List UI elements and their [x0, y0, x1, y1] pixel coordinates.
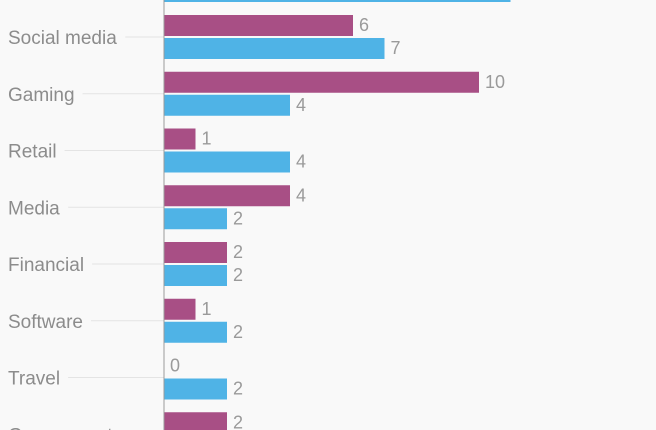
category-label-backdrop [6, 368, 69, 390]
bar [164, 15, 353, 36]
bar [164, 38, 385, 59]
category-label-backdrop [6, 311, 91, 333]
value-label: 2 [233, 379, 243, 399]
category-label-backdrop [6, 28, 126, 49]
value-label: 1 [202, 299, 212, 319]
value-label: 7 [391, 38, 401, 58]
value-label: 2 [233, 322, 243, 342]
category-label-backdrop [6, 84, 83, 106]
value-label: 10 [485, 72, 505, 92]
value-label: 2 [233, 265, 243, 285]
labels: Social media67Gaming104Retail14Media42Fi… [6, 15, 505, 430]
category-label: Financial [8, 255, 84, 276]
category-label: Media [8, 198, 60, 219]
bar [164, 321, 227, 343]
value-label: 2 [233, 412, 243, 430]
bar [164, 94, 290, 116]
category-label: Gaming [8, 85, 75, 106]
category-label: Social media [8, 28, 117, 49]
bar [164, 265, 227, 286]
category-label-backdrop [6, 141, 65, 163]
value-label: 0 [170, 356, 180, 376]
bar [164, 412, 227, 430]
category-label-backdrop [6, 198, 69, 220]
value-label: 2 [233, 242, 243, 262]
bar [164, 128, 196, 150]
category-label: Government [8, 425, 113, 430]
value-label: 4 [296, 152, 306, 172]
bar-partial-top [164, 0, 511, 2]
category-label: Retail [8, 142, 57, 163]
category-label: Travel [8, 369, 60, 390]
value-label: 1 [202, 129, 212, 149]
value-label: 4 [296, 95, 306, 115]
bar [164, 151, 290, 173]
category-label-backdrop [6, 255, 93, 276]
category-label: Software [8, 312, 83, 333]
value-label: 6 [359, 15, 369, 35]
value-label: 4 [296, 185, 306, 205]
bar [164, 378, 227, 400]
bar [164, 71, 479, 93]
bar [164, 185, 290, 207]
value-label: 2 [233, 208, 243, 228]
category-label-backdrop [6, 425, 122, 430]
bar [164, 298, 196, 320]
bar [164, 242, 227, 263]
bar [164, 208, 227, 230]
bars [164, 0, 511, 430]
